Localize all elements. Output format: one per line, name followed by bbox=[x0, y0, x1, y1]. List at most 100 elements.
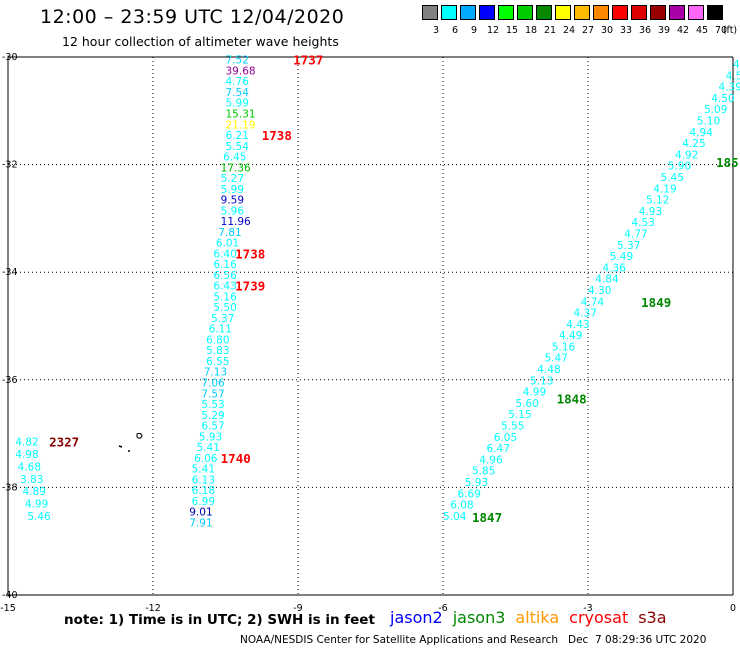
wave-height-point: 3.83 bbox=[20, 474, 43, 486]
wave-height-point: 7.81 bbox=[218, 227, 241, 239]
wave-height-point: 5.93 bbox=[465, 477, 488, 489]
wave-height-point: 6.13 bbox=[192, 474, 215, 486]
pass-time-label: 185 bbox=[716, 155, 739, 170]
wave-height-point: 5.04 bbox=[443, 511, 467, 523]
wave-height-point: 6.57 bbox=[201, 421, 224, 433]
wave-height-point: 4.36 bbox=[603, 262, 627, 274]
wave-height-point: 4.25 bbox=[682, 138, 705, 150]
wave-height-point: 4.48 bbox=[537, 364, 560, 376]
wave-height-point: 6.55 bbox=[206, 356, 229, 368]
wave-height-point: 5.60 bbox=[516, 398, 539, 410]
wave-height-point: 4.53 bbox=[632, 217, 655, 229]
legend-swatch bbox=[517, 5, 533, 20]
legend-label: 30 bbox=[600, 25, 614, 36]
wave-height-point: 5.45 bbox=[661, 172, 684, 184]
wave-height-point: 5.16 bbox=[552, 341, 576, 353]
wave-height-point: 4.74 bbox=[581, 296, 605, 308]
legend-swatch bbox=[593, 5, 609, 20]
legend-swatch bbox=[441, 5, 457, 20]
wave-height-point: 5.49 bbox=[610, 251, 633, 263]
wave-height-point: 6.69 bbox=[458, 488, 481, 500]
wave-height-point: 5.96 bbox=[221, 205, 245, 217]
legend-swatch bbox=[460, 5, 476, 20]
wave-height-point: 5.12 bbox=[646, 195, 669, 207]
pass-time-label: 1738 bbox=[235, 246, 265, 261]
lon-tick-label: -6 bbox=[438, 603, 447, 614]
lat-tick-label: -40 bbox=[2, 590, 18, 601]
pass-time-label: 1740 bbox=[221, 451, 251, 466]
wave-height-point: 11.96 bbox=[221, 216, 251, 228]
satellite-name: jason3 bbox=[452, 608, 506, 627]
legend-swatch bbox=[707, 5, 723, 20]
lon-tick-label: -15 bbox=[0, 603, 16, 614]
wave-height-point: 4.92 bbox=[675, 149, 698, 161]
wave-height-values: 7.5239.684.767.545.9915.3121.196.215.546… bbox=[15, 55, 740, 530]
wave-height-point: 5.27 bbox=[221, 173, 244, 185]
wave-height-point: 4.30 bbox=[588, 285, 611, 297]
wave-height-point: 6.16 bbox=[213, 259, 237, 271]
lat-tick-label: -34 bbox=[2, 267, 18, 278]
satellite-name: jason2 bbox=[390, 608, 443, 627]
wave-height-point: 6.21 bbox=[226, 130, 249, 142]
wave-height-point: 4.49 bbox=[559, 330, 582, 342]
legend-label: 21 bbox=[543, 25, 557, 36]
wave-height-point: 4.53 bbox=[726, 70, 740, 82]
satellite-legend: jason2 jason3 altika cryosat s3a bbox=[390, 608, 677, 627]
wave-height-point: 39.68 bbox=[226, 65, 256, 77]
wave-height-point: 9.59 bbox=[221, 195, 244, 207]
legend-label: 18 bbox=[524, 25, 538, 36]
footer-credit: NOAA/NESDIS Center for Satellite Applica… bbox=[240, 634, 707, 646]
wave-height-point: 6.45 bbox=[223, 152, 246, 164]
wave-height-point: 5.13 bbox=[530, 375, 553, 387]
lon-tick-label: -12 bbox=[145, 603, 161, 614]
wave-height-point: 15.31 bbox=[226, 108, 256, 120]
wave-height-point: 6.80 bbox=[206, 334, 229, 346]
wave-height-point: 7.54 bbox=[226, 87, 250, 99]
wave-height-point: 4.94 bbox=[690, 127, 714, 139]
wave-height-point: 5.09 bbox=[704, 104, 727, 116]
lat-tick-label: -36 bbox=[2, 375, 18, 386]
wave-height-point: 5.47 bbox=[545, 353, 568, 365]
pass-time-label: 1847 bbox=[472, 510, 502, 525]
wave-height-point: 9.01 bbox=[189, 507, 212, 519]
lon-tick-label: 0 bbox=[730, 603, 736, 614]
wave-height-point: 4.76 bbox=[226, 76, 250, 88]
wave-height-point: 7.13 bbox=[204, 367, 227, 379]
legend-label: 15 bbox=[505, 25, 519, 36]
wave-height-point: 4.89 bbox=[23, 486, 46, 498]
wave-height-point: 4.77 bbox=[624, 228, 647, 240]
wave-height-point: 6.06 bbox=[194, 453, 218, 465]
legend-swatch bbox=[536, 5, 552, 20]
wave-height-point: 5.55 bbox=[501, 421, 524, 433]
lat-tick-label: -30 bbox=[2, 52, 18, 63]
wave-height-point: 5.53 bbox=[201, 399, 224, 411]
wave-height-point: 4.37 bbox=[574, 308, 597, 320]
wave-height-point: 6.99 bbox=[192, 496, 215, 508]
island-outline bbox=[118, 432, 143, 452]
satellite-name: altika bbox=[515, 608, 560, 627]
wave-height-point: 5.99 bbox=[221, 184, 244, 196]
wave-height-point: 4.39 bbox=[719, 82, 740, 94]
wave-height-point: 5.29 bbox=[201, 410, 224, 422]
wave-height-point: 5.50 bbox=[213, 302, 236, 314]
wave-height-point: 6.18 bbox=[192, 485, 215, 497]
legend-swatch bbox=[631, 5, 647, 20]
wave-height-point: 4.50 bbox=[711, 93, 734, 105]
wave-height-point: 6.43 bbox=[213, 281, 236, 293]
satellite-name: s3a bbox=[638, 608, 667, 627]
wave-height-point: 4.68 bbox=[18, 461, 41, 473]
wave-height-point: 4.93 bbox=[639, 206, 662, 218]
wave-height-point: 4.98 bbox=[15, 449, 38, 461]
wave-height-point: 6.56 bbox=[213, 270, 237, 282]
wave-height-point: 6.40 bbox=[213, 248, 236, 260]
pass-time-label: 1848 bbox=[557, 392, 587, 407]
page-subtitle: 12 hour collection of altimeter wave hei… bbox=[62, 34, 339, 49]
wave-height-point: 5.54 bbox=[226, 141, 250, 153]
wave-height-point: 4.63 bbox=[733, 59, 740, 71]
wave-height-point: 5.99 bbox=[226, 98, 249, 110]
legend-swatch bbox=[574, 5, 590, 20]
pass-time-label: 1849 bbox=[641, 295, 671, 310]
wave-height-point: 5.93 bbox=[199, 431, 222, 443]
map-grid bbox=[7, 56, 734, 596]
